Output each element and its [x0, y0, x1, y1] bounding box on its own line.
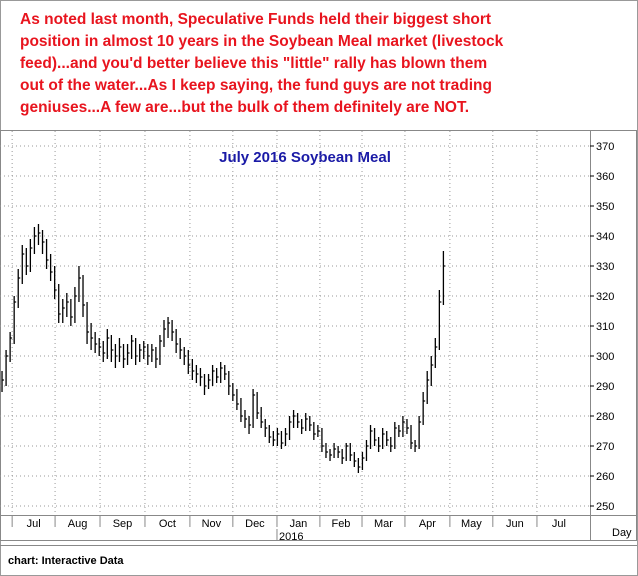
- x-tick-label: Jan: [290, 518, 308, 530]
- y-tick-label: 260: [596, 471, 614, 483]
- note-line: As noted last month, Speculative Funds h…: [20, 11, 491, 28]
- y-tick-label: 360: [596, 171, 614, 183]
- note-line: feed)...and you'd better believe this "l…: [20, 55, 487, 72]
- year-label: 2016: [279, 531, 303, 543]
- y-tick-label: 320: [596, 291, 614, 303]
- y-tick-label: 290: [596, 381, 614, 393]
- y-tick-label: 250: [596, 501, 614, 513]
- y-tick-label: 270: [596, 441, 614, 453]
- x-tick-label: Aug: [68, 518, 88, 530]
- x-tick-label: May: [461, 518, 482, 530]
- x-tick-label: Apr: [419, 518, 436, 530]
- y-tick-label: 330: [596, 261, 614, 273]
- x-tick-label: Oct: [159, 518, 176, 530]
- y-tick-label: 310: [596, 321, 614, 333]
- x-tick-label: Jul: [27, 518, 41, 530]
- x-unit-label: Day: [612, 527, 632, 539]
- x-tick-label: Feb: [331, 518, 350, 530]
- y-tick-label: 370: [596, 141, 614, 153]
- x-tick-label: Jul: [552, 518, 566, 530]
- y-tick-label: 280: [596, 411, 614, 423]
- x-tick-label: Mar: [374, 518, 393, 530]
- x-tick-label: Sep: [113, 518, 133, 530]
- x-tick-label: Dec: [245, 518, 265, 530]
- x-tick-label: Nov: [202, 518, 222, 530]
- y-tick-label: 300: [596, 351, 614, 363]
- y-tick-label: 340: [596, 231, 614, 243]
- note-line: geniuses...A few are...but the bulk of t…: [20, 99, 469, 116]
- note-line: position in almost 10 years in the Soybe…: [20, 33, 504, 50]
- y-tick-label: 350: [596, 201, 614, 213]
- note-line: out of the water...As I keep saying, the…: [20, 77, 492, 94]
- chart-frame: [0, 130, 637, 541]
- x-tick-label: Jun: [506, 518, 524, 530]
- note-block: As noted last month, Speculative Funds h…: [20, 11, 504, 116]
- chart-title: July 2016 Soybean Meal: [219, 149, 391, 166]
- source: chart: Interactive Data: [8, 555, 124, 567]
